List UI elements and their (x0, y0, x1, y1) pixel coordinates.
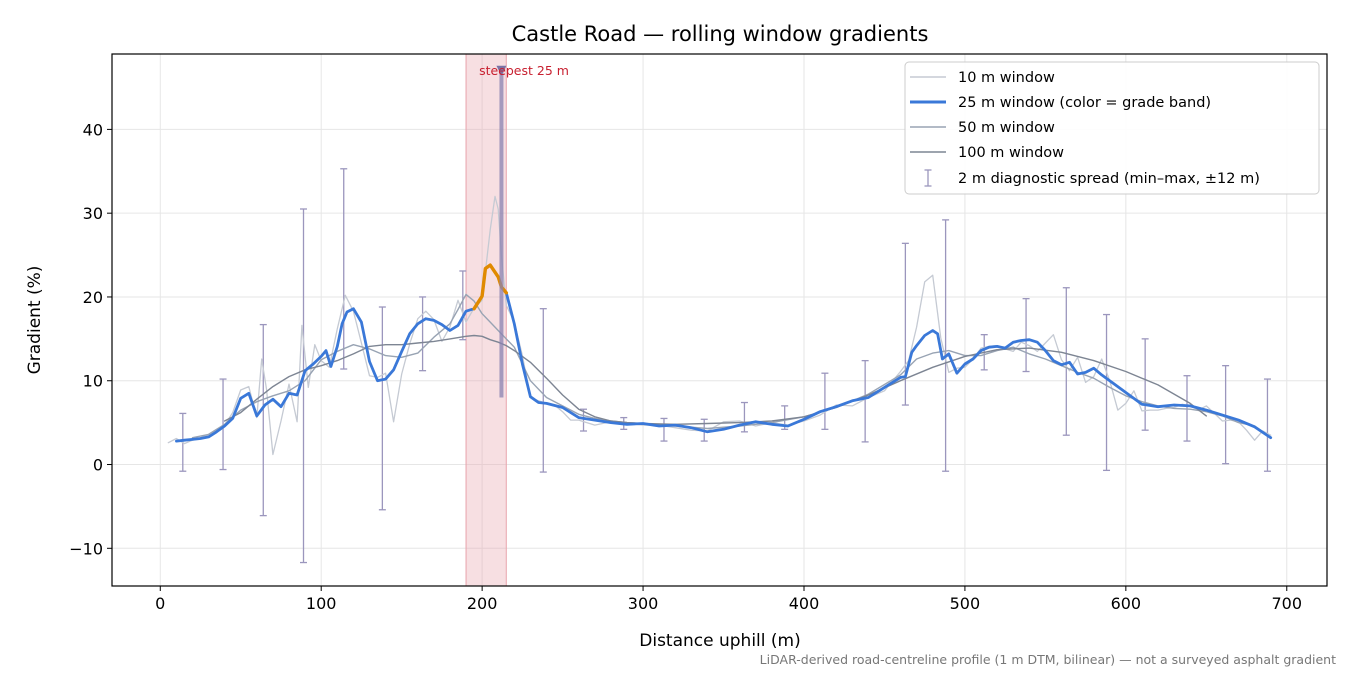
legend-label-errorbars: 2 m diagnostic spread (min–max, ±12 m) (958, 171, 1260, 187)
legend-label-100m: 100 m window (958, 145, 1064, 161)
steepest-marker-triangle (496, 65, 507, 76)
x-tick-label: 300 (628, 594, 659, 613)
x-tick-label: 400 (789, 594, 820, 613)
legend-box (904, 61, 1320, 195)
legend-label-10m: 10 m window (958, 70, 1055, 86)
x-tick-label: 700 (1271, 594, 1302, 613)
legend-label-50m: 50 m window (958, 120, 1055, 136)
y-tick-label: 0 (93, 456, 103, 475)
legend-label-25m: 25 m window (color = grade band) (958, 95, 1211, 111)
y-tick-label: 10 (83, 372, 103, 391)
legend: 10 m window 25 m window (color = grade b… (904, 61, 1320, 195)
ticks: 0 100 200 300 400 500 600 700 −10 0 10 20 30 40 (69, 120, 1302, 613)
x-tick-label: 200 (467, 594, 498, 613)
series-lines (167, 65, 1273, 456)
series-50m-line (191, 293, 1256, 439)
x-axis-label: Distance uphill (m) (639, 631, 800, 651)
errorbars (179, 168, 1271, 564)
series-10m-line (167, 195, 1272, 456)
y-tick-label: −10 (69, 539, 103, 558)
series-100m-line (223, 334, 1207, 425)
plot-frame (111, 53, 1328, 587)
y-tick-label: 40 (83, 120, 103, 139)
x-tick-label: 500 (950, 594, 981, 613)
legend-swatch-errorbar (924, 169, 932, 187)
y-tick-label: 20 (83, 288, 103, 307)
x-tick-label: 0 (155, 594, 165, 613)
y-tick-label: 30 (83, 204, 103, 223)
x-tick-label: 100 (306, 594, 337, 613)
y-axis-label: Gradient (%) (25, 266, 45, 375)
series-25m-line (175, 263, 1273, 443)
steepest-annotation: steepest 25 m (479, 63, 569, 78)
footnote: LiDAR-derived road-centreline profile (1… (760, 652, 1336, 667)
x-tick-label: 600 (1111, 594, 1142, 613)
chart-title: Castle Road — rolling window gradients (512, 22, 929, 46)
